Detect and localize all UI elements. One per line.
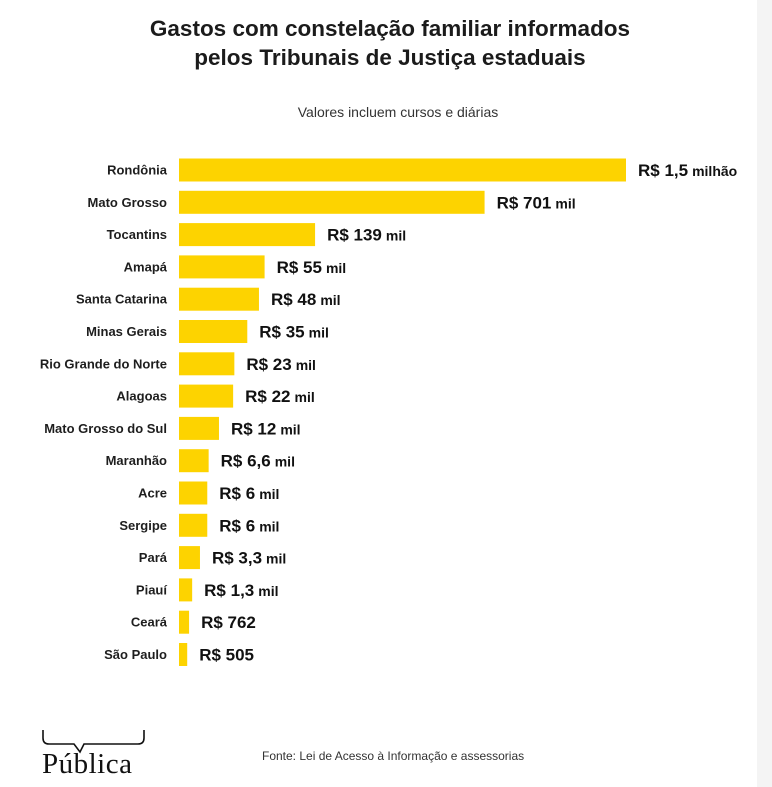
value-label: R$ 55 mil [277,258,347,277]
value-label-amount: R$ 55 [277,258,322,277]
bar [179,158,626,182]
bar [179,546,200,570]
value-label: R$ 23 mil [246,355,316,374]
value-label: R$ 3,3 mil [212,549,286,568]
category-label: Rio Grande do Norte [40,356,167,371]
value-label-unit: mil [296,357,316,373]
publica-logo: Pública [40,726,150,782]
bar [179,513,208,537]
value-label-unit: mil [280,421,300,437]
value-label-amount: R$ 23 [246,355,291,374]
value-label: R$ 22 mil [245,387,315,406]
category-label: Minas Gerais [86,324,167,339]
chart-subtitle: Valores incluem cursos e diárias [297,104,499,120]
right-edge-strip [757,0,772,787]
value-label-unit: mil [555,195,575,211]
value-label-amount: R$ 22 [245,387,290,406]
chart-title: Gastos com constelação familiar informad… [0,14,772,72]
bar [179,320,248,343]
value-label: R$ 6 mil [219,516,279,535]
bar [179,287,259,311]
value-label-amount: R$ 6 [219,484,255,503]
value-label: R$ 139 mil [327,226,406,245]
value-label: R$ 6 mil [219,484,279,503]
bar [179,449,209,473]
chart-title-line-2: pelos Tribunais de Justiça estaduais [194,45,586,70]
bar [179,578,193,602]
value-label: R$ 505 [199,646,254,665]
value-label: R$ 48 mil [271,290,341,309]
speech-bubble-icon [42,730,145,754]
category-label: Sergipe [119,518,167,533]
value-label-amount: R$ 6,6 [221,452,271,471]
value-label-unit: mil [259,518,279,534]
value-label-amount: R$ 35 [259,323,304,342]
category-label: Pará [139,550,168,565]
chart-title-line-1: Gastos com constelação familiar informad… [149,16,631,41]
bar [179,352,235,376]
category-label: Ceará [131,615,168,630]
category-label: Tocantins [107,227,167,242]
bar [179,481,208,505]
value-label-unit: mil [259,486,279,502]
value-label-amount: R$ 3,3 [212,549,262,568]
category-label: Mato Grosso do Sul [44,421,167,436]
value-label: R$ 6,6 mil [221,452,295,471]
value-label-amount: R$ 1,3 [204,581,254,600]
category-label: Amapá [124,259,168,274]
value-label-unit: mil [266,551,286,567]
bar [179,255,265,279]
value-label-unit: mil [386,228,406,244]
value-label-amount: R$ 505 [199,646,254,665]
value-label: R$ 762 [201,613,256,632]
bar [179,610,190,634]
value-label-amount: R$ 139 [327,226,382,245]
value-label-unit: mil [320,292,340,308]
value-label-amount: R$ 12 [231,419,276,438]
value-label: R$ 701 mil [497,193,576,212]
value-label: R$ 35 mil [259,323,329,342]
value-label-unit: mil [326,260,346,276]
bar [179,643,188,666]
category-label: Mato Grosso [88,195,168,210]
category-label: Rondônia [107,163,168,178]
value-label: R$ 12 mil [231,419,301,438]
category-label: Maranhão [106,453,167,468]
category-label: Piauí [136,582,167,597]
value-label-amount: R$ 762 [201,613,256,632]
value-label-unit: mil [295,389,315,405]
category-label: Alagoas [116,389,167,404]
value-label-unit: mil [275,454,295,470]
category-label: Acre [138,486,167,501]
category-label: Santa Catarina [76,292,168,307]
value-label-amount: R$ 48 [271,290,316,309]
value-label-amount: R$ 701 [497,193,552,212]
bar [179,416,219,440]
bar [179,190,485,214]
value-label-unit: mil [309,325,329,341]
source-note: Fonte: Lei de Acesso à Informação e asse… [262,749,525,763]
value-label: R$ 1,3 mil [204,581,278,600]
value-label-amount: R$ 6 [219,516,255,535]
category-label: São Paulo [104,647,167,662]
value-label-unit: milhão [692,163,737,179]
bar [179,223,316,247]
value-label: R$ 1,5 milhão [638,161,737,180]
value-label-unit: mil [258,583,278,599]
logo-text: Pública [42,748,133,780]
value-label-amount: R$ 1,5 [638,161,688,180]
bar [179,384,234,408]
